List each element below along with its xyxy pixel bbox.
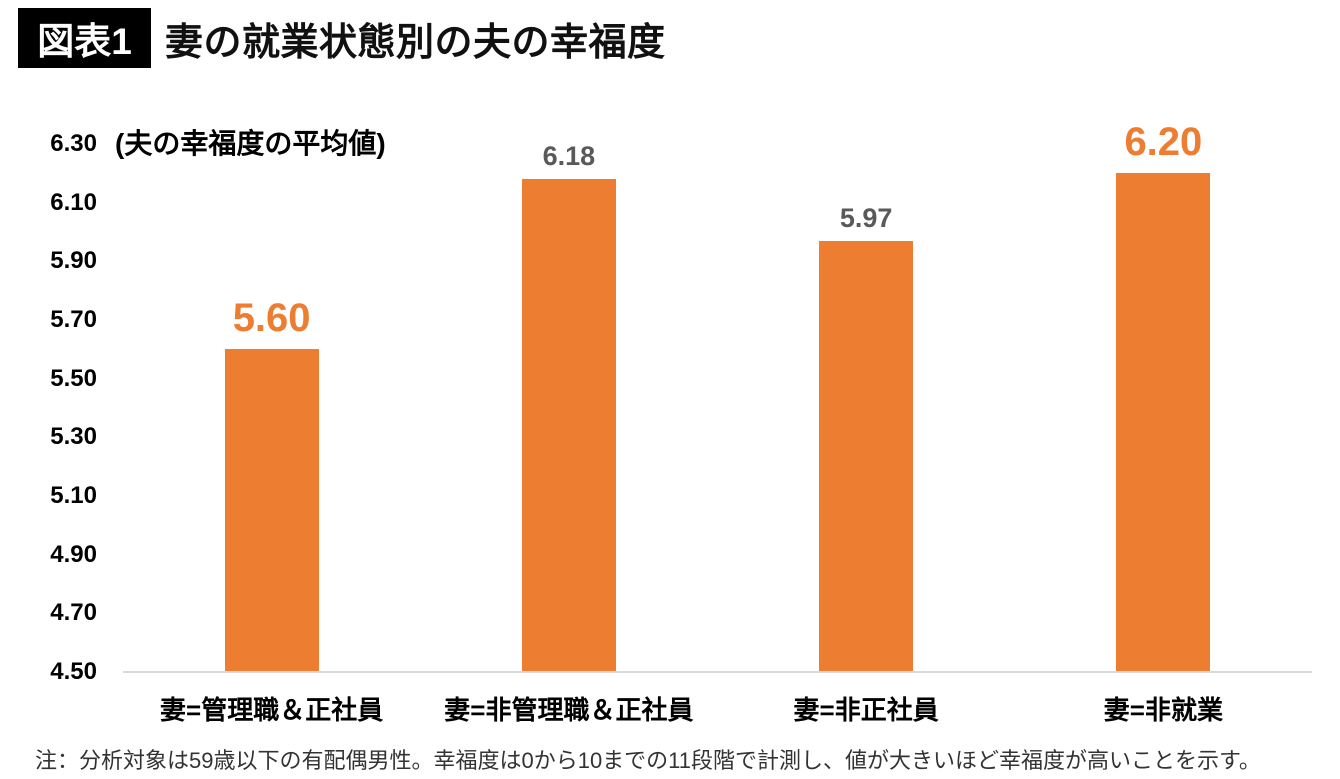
y-tick-label: 6.30 xyxy=(50,130,97,157)
bar-value-label: 6.20 xyxy=(1124,120,1203,165)
x-category-label: 妻=非正社員 xyxy=(793,695,939,725)
x-category-label: 妻=非管理職＆正社員 xyxy=(444,695,694,725)
bar-value-label: 5.97 xyxy=(839,202,893,233)
figure-note: 注：分析対象は59歳以下の有配偶男性。幸福度は0から10までの11段階で計測し、… xyxy=(35,748,1261,773)
y-tick-label: 5.90 xyxy=(50,247,97,275)
y-tick-label: 5.10 xyxy=(50,482,97,509)
bar xyxy=(224,349,319,671)
bar xyxy=(819,240,914,671)
y-tick-label: 5.50 xyxy=(50,364,97,392)
y-tick-label: 4.70 xyxy=(50,599,97,627)
bar xyxy=(1116,173,1211,671)
x-category-label: 妻=管理職＆正社員 xyxy=(160,695,384,725)
y-axis-unit-label: (夫の幸福度の平均値) xyxy=(115,128,386,159)
y-tick-label: 5.70 xyxy=(50,306,97,333)
bar-value-label: 6.18 xyxy=(542,141,596,172)
figure-badge: 図表1 xyxy=(18,8,151,68)
y-tick-label: 5.30 xyxy=(50,423,97,451)
bar xyxy=(521,179,616,671)
x-category-label: 妻=非就業 xyxy=(1103,695,1223,725)
y-tick-label: 4.90 xyxy=(50,540,97,568)
y-tick-label: 4.50 xyxy=(50,658,97,685)
x-axis-baseline xyxy=(123,671,1312,673)
figure-title: 妻の就業状態別の夫の幸福度 xyxy=(165,21,666,64)
bar-value-label: 5.60 xyxy=(232,296,311,341)
y-tick-label: 6.10 xyxy=(50,188,97,216)
